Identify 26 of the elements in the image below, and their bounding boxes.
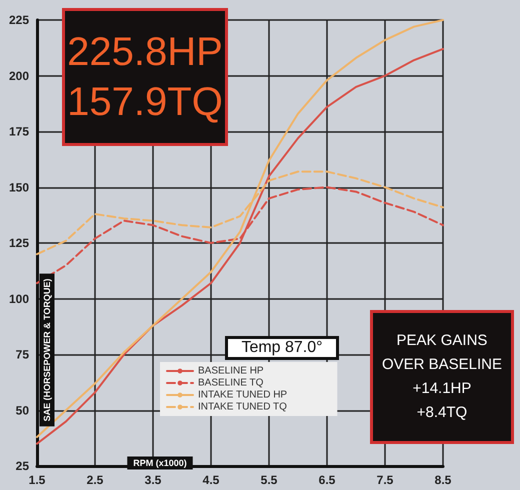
y-tick-label: 75 bbox=[16, 348, 30, 362]
x-axis-title: RPM (x1000) bbox=[133, 458, 187, 468]
y-tick-label: 150 bbox=[8, 180, 30, 194]
legend-label: INTAKE TUNED TQ bbox=[198, 402, 288, 412]
x-tick-label: 6.5 bbox=[318, 473, 336, 487]
callout-box: 225.8HP 157.9TQ bbox=[62, 8, 228, 146]
x-tick-label: 4.5 bbox=[202, 473, 220, 487]
x-tick-label: 2.5 bbox=[86, 473, 104, 487]
y-tick-label: 200 bbox=[8, 68, 30, 83]
x-tick-label: 1.5 bbox=[28, 473, 46, 487]
legend-label: BASELINE TQ bbox=[198, 378, 264, 388]
legend-label: INTAKE TUNED HP bbox=[198, 390, 288, 400]
y-tick-label: 50 bbox=[16, 403, 30, 418]
x-tick-label: 8.5 bbox=[434, 473, 452, 487]
y-tick-label: 25 bbox=[16, 459, 30, 473]
x-tick-label: 3.5 bbox=[144, 473, 162, 487]
y-tick-label: 225 bbox=[8, 13, 30, 27]
y-tick-label: 125 bbox=[8, 236, 30, 250]
legend-label: BASELINE HP bbox=[198, 366, 264, 376]
x-tick-label: 5.5 bbox=[260, 473, 278, 487]
x-tick-label: 7.5 bbox=[376, 473, 394, 487]
callout-box: Temp 87.0° bbox=[225, 336, 339, 360]
y-tick-label: 100 bbox=[8, 292, 30, 306]
y-axis-title: SAE (HORSEPOWER & TORQUE) bbox=[42, 278, 52, 422]
y-tick-label: 175 bbox=[8, 124, 30, 138]
callout-box: PEAK GAINS OVER BASELINE +14.1HP +8.4TQ bbox=[370, 310, 514, 444]
